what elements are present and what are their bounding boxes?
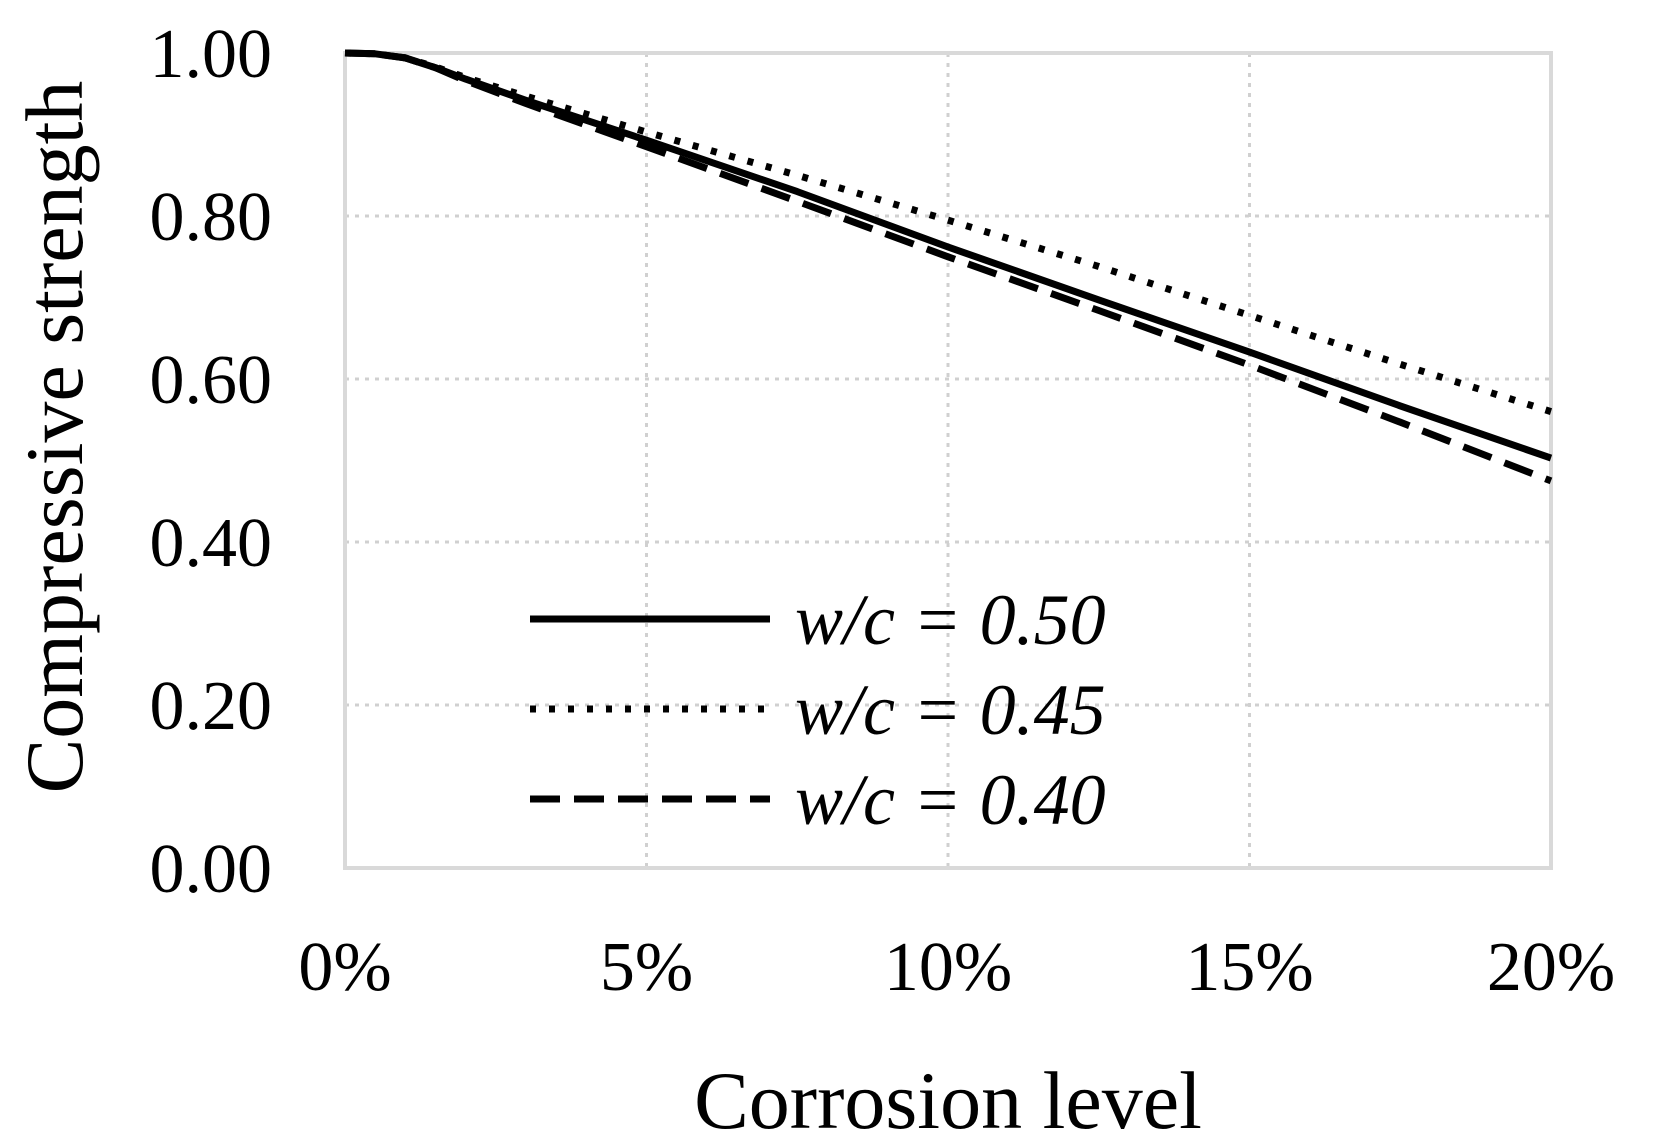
- y-tick-label: 0.80: [150, 179, 273, 256]
- y-tick-label: 0.00: [150, 831, 273, 908]
- legend-label: w/c = 0.50: [795, 580, 1106, 660]
- y-tick-label: 0.40: [150, 505, 273, 582]
- series-line: [344, 49, 1553, 485]
- y-tick-label: 0.20: [150, 668, 273, 745]
- x-tick-label: 5%: [600, 929, 693, 1006]
- x-axis-ticks: 0% 5% 10% 15% 20%: [298, 929, 1615, 1006]
- series-layer: [344, 49, 1553, 485]
- y-tick-label: 0.60: [150, 342, 273, 419]
- legend-label: w/c = 0.40: [795, 760, 1106, 840]
- y-tick-label: 1.00: [150, 16, 273, 93]
- x-axis-title: Corrosion level: [694, 1055, 1202, 1146]
- plot-area-frame: [343, 51, 1553, 870]
- x-tick-label: 0%: [298, 929, 391, 1006]
- y-axis-title: Compressive strength: [9, 81, 100, 794]
- x-tick-label: 10%: [884, 929, 1012, 1006]
- legend-label: w/c = 0.45: [795, 670, 1106, 750]
- x-tick-label: 15%: [1185, 929, 1313, 1006]
- legend: w/c = 0.50 w/c = 0.45 w/c = 0.40: [530, 580, 1106, 840]
- x-tick-label: 20%: [1487, 929, 1615, 1006]
- y-axis-ticks: 0.00 0.20 0.40 0.60 0.80 1.00: [150, 16, 273, 908]
